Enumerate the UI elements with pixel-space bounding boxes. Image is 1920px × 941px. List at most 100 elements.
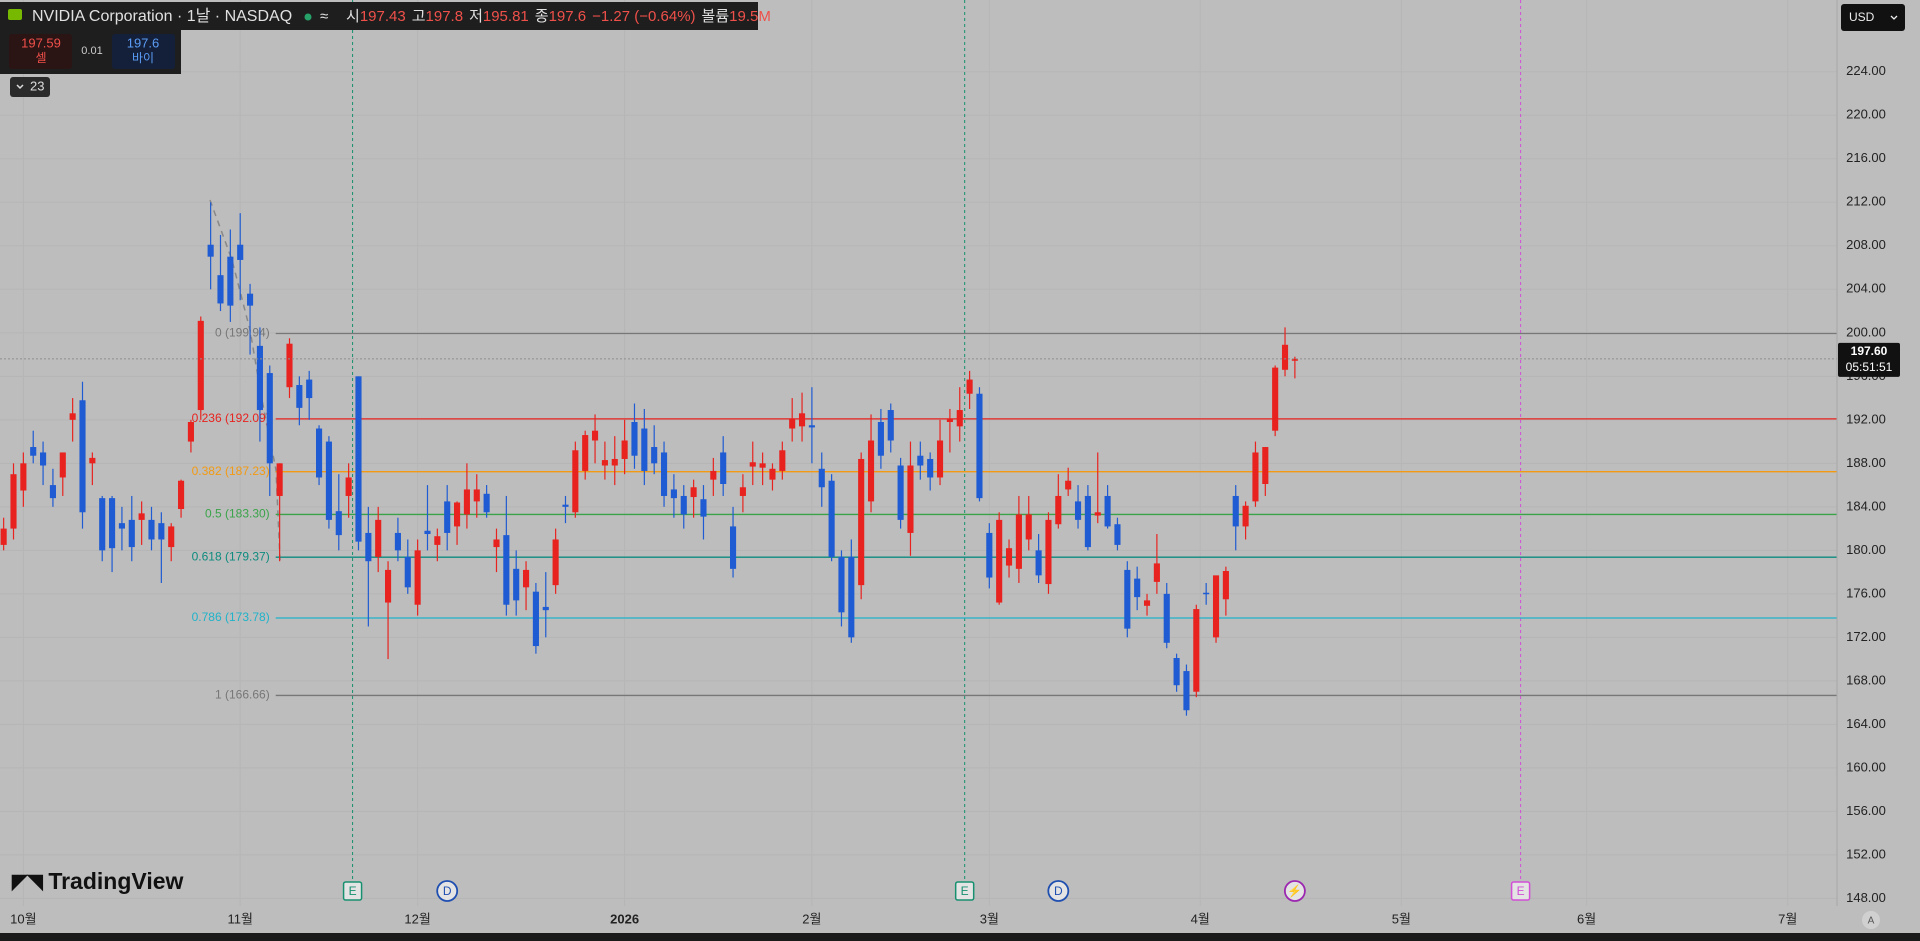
candle-body [759,463,766,468]
event-label: ⚡ [1287,884,1302,898]
candle-body [798,413,806,427]
event-label: E [961,884,969,898]
candle-body [1262,447,1269,484]
price-tag-label: 197.60 [1851,344,1888,358]
candle-body [0,528,7,545]
fib-label: 1 (166.66) [215,688,270,702]
brand-mark: ◤◥ [11,871,48,893]
chevron [16,84,24,90]
candle-body [1242,505,1249,527]
candle-body [1222,571,1229,600]
status-icon: ≈ [320,8,328,25]
candle-body [158,523,165,540]
candle-body [1153,563,1160,582]
brand-name: TradingView [48,868,183,894]
candle-body [266,373,273,464]
candle-body [325,441,332,520]
bottom-bar [0,933,1920,941]
indicator-toggle[interactable] [10,77,50,97]
indicator-count: 23 [30,78,44,93]
candle-body [1015,514,1022,569]
auto-scale[interactable] [1862,911,1880,929]
y-tick-label: 180.00 [1846,542,1886,557]
candle-body [769,468,776,480]
candle-body [404,556,411,588]
candle-body [237,244,244,260]
candle-body [375,519,382,557]
candle-body [1203,592,1210,595]
candle-body [178,480,185,510]
market-status [304,13,312,21]
y-tick-label: 188.00 [1846,455,1886,470]
buy-label: 바이 [132,51,154,65]
candle-body [532,591,539,647]
candle-body [286,343,293,388]
x-tick-label: 4월 [1191,911,1210,926]
candle-body [1193,609,1200,692]
candle-body [897,465,904,520]
candle-body [1291,358,1298,361]
candle-body [128,519,135,548]
candle-body [256,345,263,411]
candle-body [986,532,993,578]
x-tick-label: 10월 [10,911,36,926]
low-label: 저 [469,8,483,25]
event-badge [342,881,363,901]
y-tick-label: 168.00 [1846,672,1886,687]
candle-body [335,511,342,536]
candle-body [927,458,934,478]
y-tick-label: 200.00 [1846,324,1886,339]
candle-body [345,477,352,496]
candle-body [168,526,175,548]
candle-body [424,530,431,535]
candle-body [710,470,717,480]
buy-button[interactable] [112,34,175,69]
candle-body [1055,495,1062,525]
candle-body [197,320,204,411]
y-tick-label: 220.00 [1846,107,1886,122]
candle-body [552,539,559,586]
x-tick-label: 7월 [1778,911,1797,926]
x-tick-label: 11월 [227,911,252,926]
candle-body [946,418,953,423]
candle-body [1272,367,1279,431]
candle-body [1094,512,1101,516]
candle-body [118,523,125,529]
nvidia-logo [8,9,22,20]
candle-body [385,569,392,603]
candle-body [355,376,362,542]
candle-body [227,256,234,306]
candle-body [40,452,47,466]
candle-body [1173,658,1180,686]
candle-body [601,460,608,466]
y-tick-label: 148.00 [1846,890,1886,905]
ohlc: 시197.43 고197.8 저195.81 종197.6 −1.27 (−0.64%)… [346,8,771,25]
event-badge [954,881,975,901]
x-tick-label: 12월 [404,911,430,926]
event-label: E [1517,884,1525,898]
candle-body [109,498,116,549]
sell-button[interactable] [9,34,72,69]
currency-button[interactable] [1841,4,1905,31]
x-tick-label: 5월 [1392,911,1411,926]
candle-body [1074,501,1082,520]
event-badge [1283,880,1306,902]
candle-body [1084,495,1091,548]
event-badge [1510,881,1531,901]
plot: 0 (199.94) 0.236 (192.09) 0.382 (187.23) 0.… [0,0,1837,880]
event-badge [1047,880,1070,902]
candle-body [867,440,875,502]
y-tick-label: 160.00 [1846,759,1886,774]
y-tick-label: 184.00 [1846,498,1886,513]
candle-body [690,487,697,498]
spread: 0.01 [81,45,102,57]
low-value: 195.81 [483,8,529,25]
candle-body [1065,480,1072,490]
axes: 148.00 152.00 156.00 160.00 164.00 168.00 172.… [10,63,1900,926]
candle-body [848,556,855,638]
close-label: 종 [535,8,549,25]
candle-body [20,463,27,491]
header-bar [0,2,758,30]
